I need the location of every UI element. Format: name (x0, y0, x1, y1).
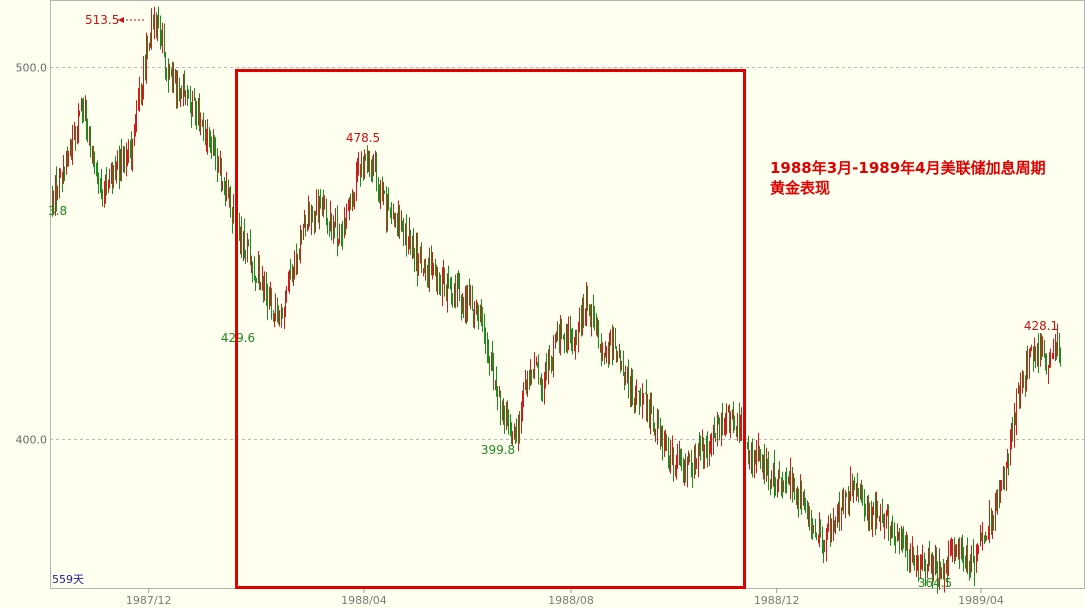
plot-frame (50, 0, 1085, 589)
price-marker-low: 364.5 (918, 576, 952, 590)
price-marker-high: 478.5 (346, 131, 380, 145)
price-marker-low: 3.8 (48, 204, 67, 218)
y-tick-label: 500.0 (16, 62, 48, 75)
marker-arrow-head (118, 17, 124, 23)
rate-hike-highlight-box (235, 69, 746, 589)
x-tick-label: 1989/04 (958, 594, 1004, 607)
x-tick-label: 1988/04 (341, 594, 387, 607)
price-marker-high: 513.5 (85, 13, 119, 27)
price-marker-high: 428.1 (1024, 319, 1058, 333)
y-tick-label: 400.0 (16, 434, 48, 447)
x-tick-label: 1988/12 (754, 594, 800, 607)
day-count-label: 559天 (52, 573, 84, 586)
annotation-line-2: 黄金表现 (770, 179, 830, 197)
grid-layer: 400.0 500.0 1987/12 1988/04 1988/08 1988/12 19… (16, 62, 1085, 607)
candle-layer (52, 6, 1061, 594)
price-marker-low: 399.8 (481, 443, 515, 457)
annotation-line-1: 1988年3月-1989年4月美联储加息周期 (770, 159, 1046, 177)
x-tick-label: 1987/12 (126, 594, 172, 607)
x-tick-label: 1988/08 (548, 594, 594, 607)
